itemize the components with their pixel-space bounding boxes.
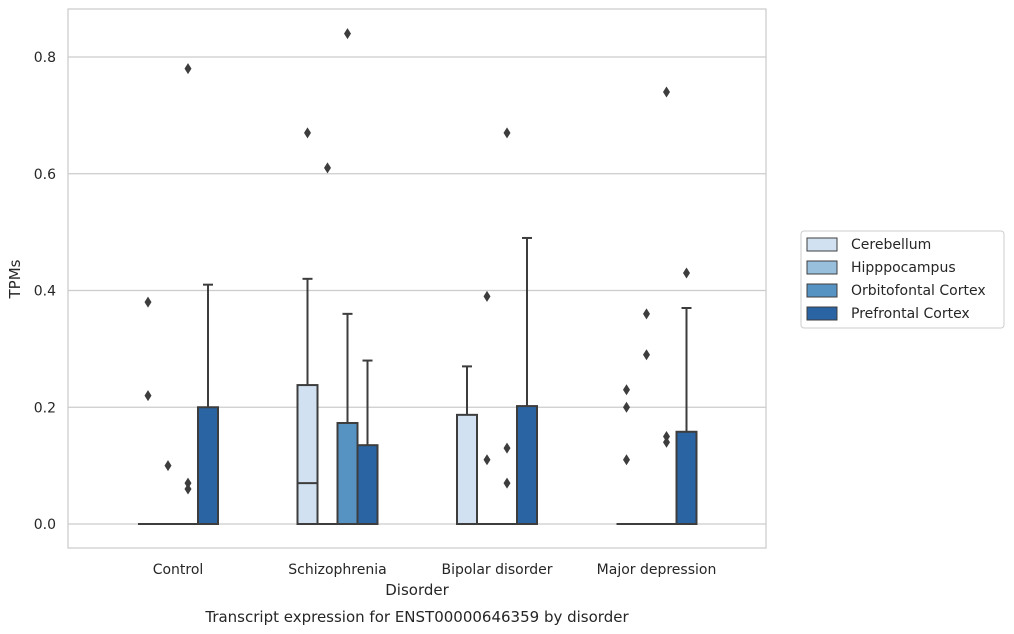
x-tick-label: Control [153, 562, 204, 578]
outlier-point [503, 127, 511, 139]
x-axis-tick-labels: Control Schizophrenia Bipolar disorder Majo… [153, 562, 717, 578]
box-hipppocampus [636, 308, 657, 525]
outlier-point [503, 477, 511, 489]
box-body [296, 384, 319, 525]
outlier-point [643, 349, 650, 361]
box-hipppocampus [477, 290, 497, 525]
legend-label: Hipppocampus [851, 260, 956, 276]
x-tick-label: Major depression [597, 562, 717, 578]
gridlines [68, 56, 766, 525]
box-cerebellum [616, 384, 637, 525]
box-body [197, 406, 219, 525]
y-tick-label: 0.8 [34, 50, 56, 66]
box-body [356, 444, 379, 526]
legend-swatch [806, 260, 838, 275]
box-hipppocampus [317, 162, 338, 525]
legend-swatch [806, 306, 838, 321]
outlier-point [623, 401, 630, 413]
box-cerebellum [456, 365, 478, 525]
outlier-point [623, 454, 630, 466]
y-tick-label: 0.0 [34, 517, 56, 533]
box-body [456, 413, 478, 525]
box-body [336, 422, 359, 526]
x-tick-label: Schizophrenia [288, 562, 386, 578]
box-prefrontal-cortex [675, 267, 698, 525]
x-tick-label: Bipolar disorder [441, 562, 552, 578]
outlier-point [503, 442, 511, 454]
legend-swatch [806, 283, 838, 298]
outlier-point [663, 86, 670, 98]
box-prefrontal-cortex [356, 359, 379, 526]
outlier-point [663, 436, 670, 448]
outlier-point [304, 127, 311, 139]
y-axis-title: TPMs [6, 259, 24, 299]
legend: Cerebellum Hipppocampus Orbitofontal Corte… [800, 230, 1005, 329]
box-prefrontal-cortex [516, 236, 538, 525]
outlier-point [144, 390, 152, 402]
outlier-point [184, 63, 192, 75]
y-axis-tick-labels: 0.0 0.2 0.4 0.6 0.8 [34, 50, 56, 533]
outlier-point [344, 28, 351, 40]
outlier-point [483, 290, 491, 302]
box-hipppocampus [158, 460, 178, 525]
outlier-point [184, 483, 192, 495]
legend-label: Orbitofontal Cortex [851, 283, 986, 299]
box-orbitofontal-cortex [497, 127, 517, 525]
legend-label: Cerebellum [851, 237, 931, 253]
box-body [675, 430, 698, 525]
legend-frame [800, 230, 1005, 329]
box-cerebellum [138, 296, 158, 525]
y-tick-label: 0.4 [34, 284, 56, 300]
box-cerebellum [296, 127, 319, 525]
plot-area-frame [67, 8, 767, 549]
y-tick-label: 0.6 [34, 167, 56, 183]
legend-label: Prefrontal Cortex [851, 306, 970, 322]
outlier-point [184, 477, 192, 489]
box-prefrontal-cortex [197, 283, 219, 525]
outlier-point [623, 384, 630, 396]
outlier-point [663, 430, 670, 442]
box-orbitofontal-cortex [656, 86, 677, 525]
y-tick-label: 0.2 [34, 400, 56, 416]
box-orbitofontal-cortex [178, 63, 198, 525]
outlier-point [324, 162, 331, 174]
box-body [516, 405, 538, 525]
box-orbitofontal-cortex [336, 28, 359, 526]
outlier-point [643, 308, 650, 320]
outlier-point [683, 267, 690, 279]
outlier-point [164, 460, 172, 472]
outlier-point [144, 296, 152, 308]
outlier-point [483, 454, 491, 466]
box-series [138, 28, 698, 526]
x-axis-title: Disorder [385, 581, 449, 599]
chart-caption: Transcript expression for ENST0000064635… [204, 608, 629, 626]
legend-swatch [806, 237, 838, 252]
